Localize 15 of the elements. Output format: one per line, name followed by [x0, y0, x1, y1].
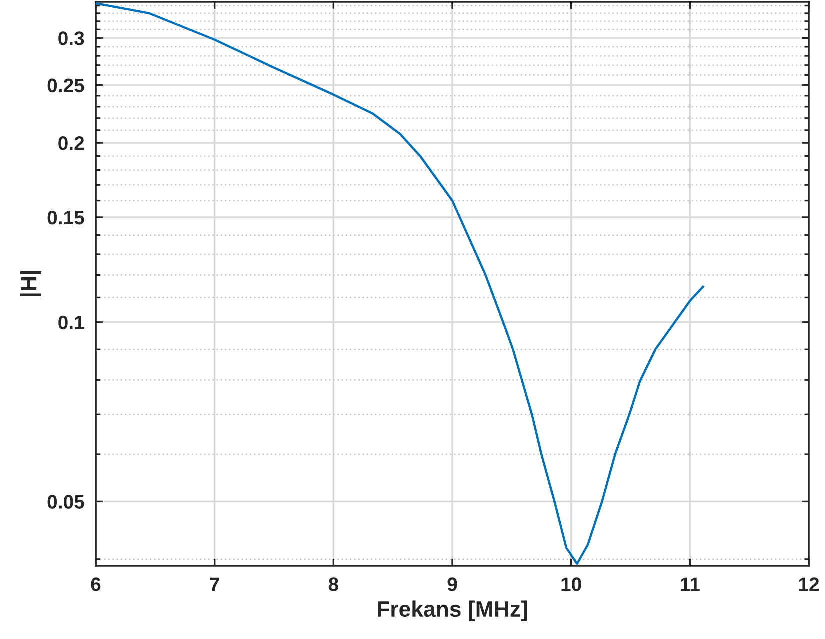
x-tick-label: 6: [91, 578, 101, 592]
x-tick-label: 12: [799, 578, 820, 592]
y-tick-label: 0.1: [58, 316, 84, 330]
y-tick-label: 0.15: [48, 210, 84, 225]
x-tick-label: 10: [562, 578, 582, 592]
y-tick-label: 0.05: [48, 495, 84, 509]
y-axis-title: |H|: [20, 271, 42, 297]
x-tick-label: 7: [210, 578, 220, 592]
x-tick-label: 8: [328, 578, 338, 592]
x-axis-title: Frekans [MHz]: [378, 600, 528, 622]
x-tick-label: 9: [448, 578, 458, 592]
x-tick-label: 11: [681, 578, 700, 592]
y-tick-label: 0.3: [58, 32, 84, 46]
y-tick-label: 0.2: [58, 136, 84, 150]
y-tick-label: 0.25: [48, 78, 84, 93]
